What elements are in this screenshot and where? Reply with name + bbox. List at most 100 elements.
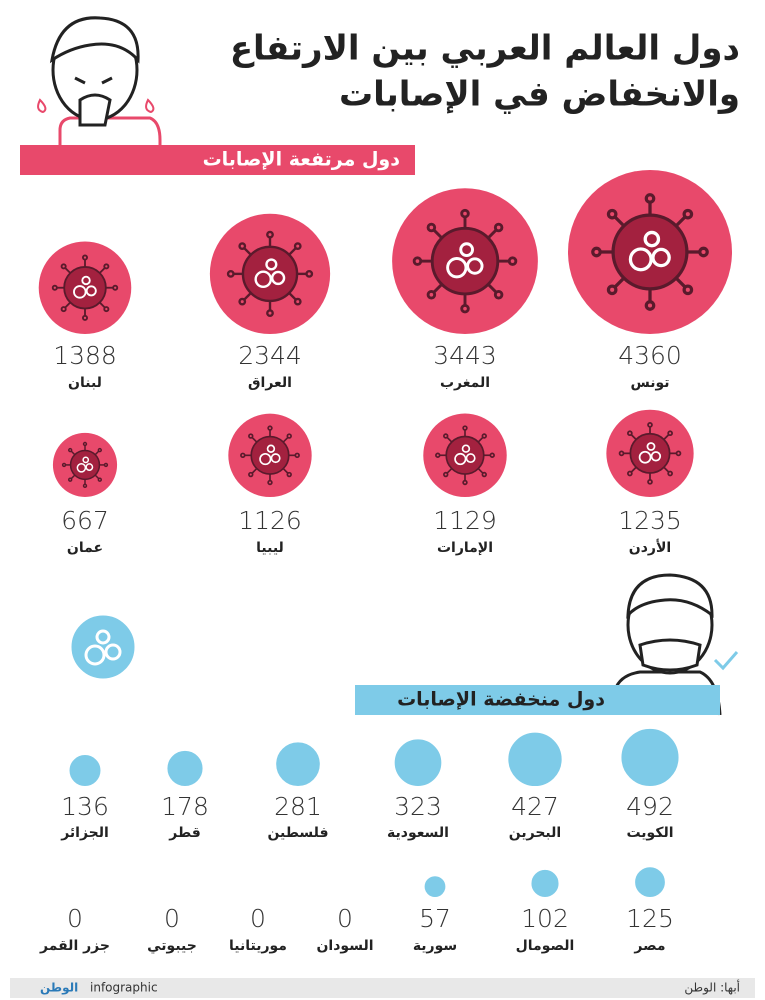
country-name: لبنان [68,375,102,391]
virus-tip [240,452,246,459]
virus-spike [288,247,297,256]
title-line: والانخفاض في الإصابات [339,75,740,115]
virus-tip [103,263,110,270]
virus-tip [97,477,102,482]
case-count: 125 [626,904,674,933]
virus-icon [51,254,119,321]
virus-tip [286,471,292,478]
virus-dot [459,242,475,258]
virus-tip [266,309,274,318]
virus-tip [644,193,656,204]
virus-spike [282,436,289,443]
virus-tip [682,208,694,220]
virus-tip [60,263,67,270]
title-line: دول العالم العربي بين الارتفاع [230,29,740,69]
country-name: البحرين [509,825,561,841]
virus-spike [674,215,687,228]
country-name: الكويت [626,825,673,841]
virus-tip [81,254,89,261]
virus-tip [682,284,694,296]
banner-label: دول منخفضة الإصابات [397,689,605,711]
virus-spike [243,292,252,301]
virus-dot [638,450,652,464]
virus-tip [248,433,254,439]
country-name: سورية [413,938,457,954]
virus-tip [606,284,618,296]
virus-tip [61,462,67,468]
virus-tip [293,297,302,306]
virus-spike [94,450,100,456]
virus-tip [68,447,73,453]
country-name: قطر [168,825,201,841]
virus-dot [466,257,484,275]
virus-dot [76,463,87,473]
virus-tip [294,452,300,459]
virus-tip [248,471,254,478]
case-count: 4360 [618,341,682,370]
virus-tip [82,483,88,489]
case-circle [621,728,679,787]
case-count: 1235 [618,506,682,535]
country-name: الأردن [629,539,671,556]
virus-spike [613,276,626,289]
virus-tip [226,269,235,278]
virus-dot [461,444,471,453]
case-count: 136 [61,792,109,821]
case-count: 0 [164,904,180,933]
virus-dot [650,451,662,462]
case-count: 427 [511,792,559,821]
virus-dot [646,442,656,451]
footer-brand: الوطن [40,981,78,996]
virus-icon [61,441,109,489]
case-circle [167,750,203,786]
virus-dot [465,453,476,464]
footer-source: أبها: الوطن [684,980,740,996]
virus-spike [70,474,76,480]
country-name: السعودية [387,825,449,841]
virus-spike [446,436,453,443]
case-count: 1126 [238,506,302,535]
virus-spike [477,467,484,474]
virus-spike [251,467,258,474]
virus-tip [103,306,110,313]
virus-tip [606,208,618,220]
virus-dot [82,456,90,464]
virus-spike [613,215,626,228]
virus-spike [288,292,297,301]
virus-tip [286,433,292,439]
virus-tip [481,471,487,478]
case-circle [508,732,562,786]
country-name: السودان [316,938,373,954]
virus-dot [85,285,97,297]
virus-spike [99,267,106,274]
case-count: 2344 [238,341,302,370]
virus-tip [103,462,109,468]
case-count: 323 [394,792,442,821]
country-name: عمان [67,540,103,556]
virus-tip [293,242,302,251]
virus-spike [64,301,71,309]
case-count: 57 [419,904,451,933]
virus-spike [487,228,498,239]
virus-dot [81,275,91,286]
country-name: جيبوتي [147,938,197,954]
virus-tip [238,242,247,251]
country-name: موريتانيا [229,938,287,954]
virus-spike [663,433,670,441]
virus-spike [487,283,498,294]
virus-tip [647,478,653,485]
banner-label: دول مرتفعة الإصابات [203,149,401,171]
virus-tip [426,290,437,300]
case-circle [531,869,559,898]
virus-dot [651,247,671,268]
virus-tip [644,300,656,311]
case-count: 281 [274,792,322,821]
case-count: 0 [337,904,353,933]
virus-tip [68,477,73,482]
virus-tip [507,256,518,266]
virus-tip [627,470,633,477]
virus-spike [446,467,453,474]
virus-tip [51,284,58,291]
virus-tip [493,222,504,233]
